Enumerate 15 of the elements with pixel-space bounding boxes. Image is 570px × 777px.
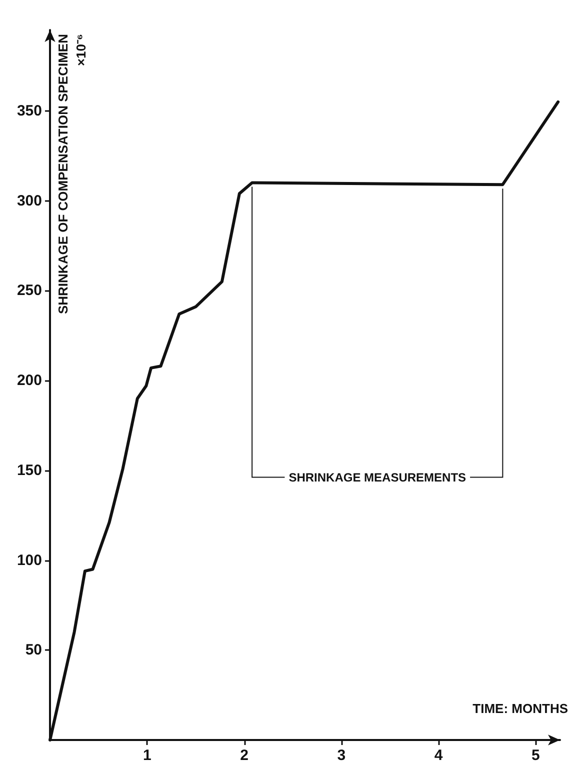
y-tick-label: 250 — [16, 282, 42, 300]
annotation: SHRINKAGE MEASUREMENTS — [288, 470, 466, 484]
y-tick-label: 50 — [25, 642, 42, 659]
x-tick-label: 1 — [142, 747, 152, 764]
y-tick-label: 100 — [16, 552, 42, 569]
y-tick-label: 300 — [16, 192, 42, 210]
y-tick-label: 350 — [16, 102, 42, 120]
x-tick-label: 3 — [337, 747, 346, 764]
y-axis-title: SHRINKAGE OF COMPENSATION SPECIMEN ×10⁻⁶ — [56, 34, 88, 314]
y-tick-label: 200 — [16, 372, 42, 390]
x-tick-label: 4 — [434, 747, 444, 764]
x-axis-title: TIME: MONTHS — [472, 701, 568, 716]
x-tick-label: 5 — [532, 747, 540, 764]
x-tick-label: 2 — [240, 747, 248, 764]
y-tick-label: 150 — [16, 462, 42, 479]
